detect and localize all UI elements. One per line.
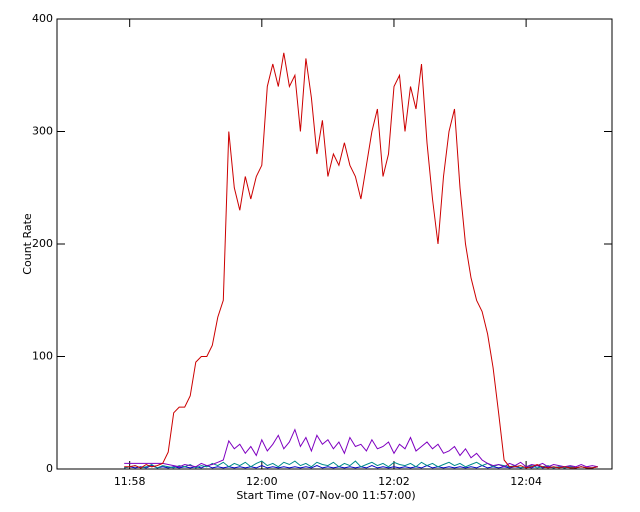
series-line (124, 460, 598, 469)
y-tick-label: 0 (46, 462, 53, 475)
x-tick-label: 12:00 (246, 475, 278, 488)
series-line (124, 52, 598, 469)
series-line (124, 428, 598, 468)
x-tick-label: 11:58 (114, 475, 146, 488)
x-tick-label: 12:02 (378, 475, 410, 488)
x-axis-title: Start Time (07-Nov-00 11:57:00) (236, 489, 415, 502)
y-tick-label: 400 (32, 12, 53, 25)
y-tick-label: 100 (32, 350, 53, 363)
x-tick-label: 12:04 (510, 475, 542, 488)
plot-frame (56, 18, 613, 470)
y-tick-label: 200 (32, 237, 53, 250)
y-axis-title: Count Rate (21, 213, 34, 275)
y-tick-label: 300 (32, 125, 53, 138)
